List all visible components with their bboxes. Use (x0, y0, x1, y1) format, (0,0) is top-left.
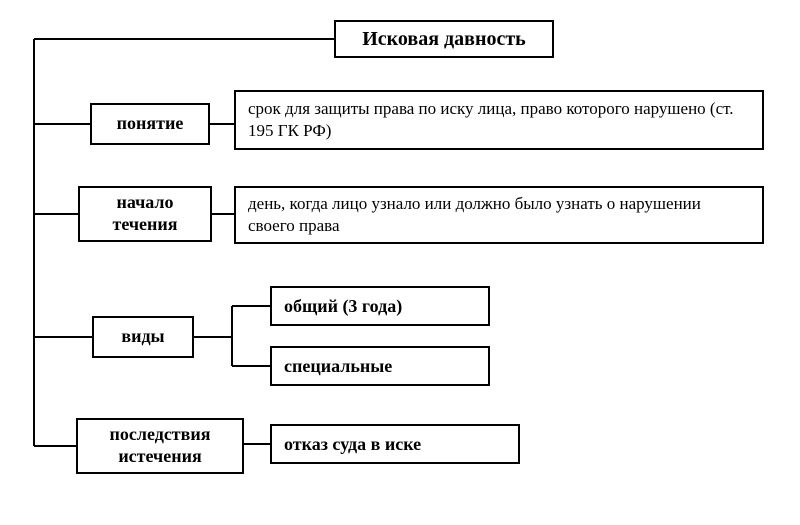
kinds-label: виды (121, 326, 164, 348)
consequences-desc-box: отказ суда в иске (270, 424, 520, 464)
title-text: Исковая давность (362, 28, 526, 51)
concept-label: понятие (117, 113, 184, 135)
title-box: Исковая давность (334, 20, 554, 58)
concept-label-box: понятие (90, 103, 210, 145)
start-desc: день, когда лицо узнало или должно было … (248, 193, 750, 237)
consequences-label-box: последствия истечения (76, 418, 244, 474)
consequences-label: последствия истечения (90, 424, 230, 467)
start-desc-box: день, когда лицо узнало или должно было … (234, 186, 764, 244)
consequences-desc: отказ суда в иске (284, 434, 421, 455)
kinds-label-box: виды (92, 316, 194, 358)
kinds-special-box: специальные (270, 346, 490, 386)
kinds-special: специальные (284, 356, 392, 377)
start-label: начало течения (92, 192, 198, 235)
start-label-box: начало течения (78, 186, 212, 242)
concept-desc: срок для защиты права по иску лица, прав… (248, 98, 750, 142)
kinds-general-box: общий (3 года) (270, 286, 490, 326)
kinds-general: общий (3 года) (284, 296, 402, 317)
concept-desc-box: срок для защиты права по иску лица, прав… (234, 90, 764, 150)
